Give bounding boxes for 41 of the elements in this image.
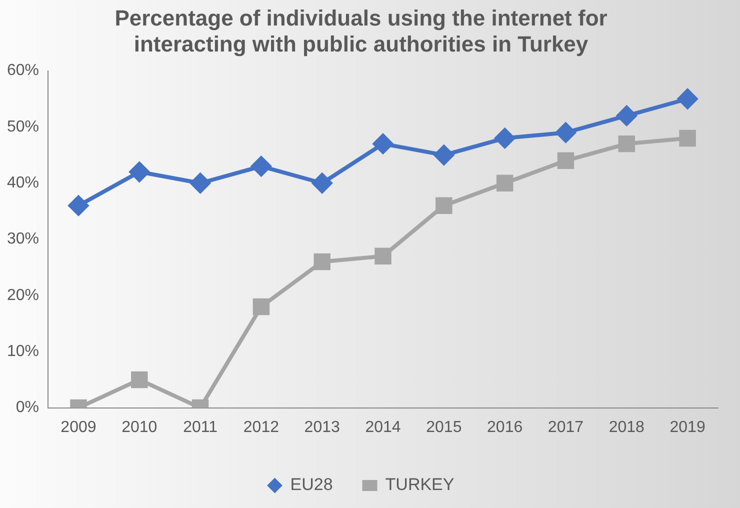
point xyxy=(679,130,696,147)
point xyxy=(618,135,636,152)
point xyxy=(129,162,150,182)
x-tick-label: 2016 xyxy=(487,418,523,436)
point xyxy=(494,128,515,148)
point xyxy=(252,298,270,316)
x-tick-label: 2010 xyxy=(122,418,158,436)
x-tick-label: 2012 xyxy=(243,418,280,436)
x-tick-label: 2011 xyxy=(183,418,218,436)
legend-label: TURKEY xyxy=(385,475,454,494)
y-tick-label: 40% xyxy=(6,174,40,192)
x-tick-label: 2019 xyxy=(670,418,706,436)
y-tick-label: 10% xyxy=(6,343,40,360)
point xyxy=(434,145,454,166)
point xyxy=(68,196,88,216)
x-tick-label: 2014 xyxy=(365,418,401,436)
point xyxy=(373,134,394,154)
point xyxy=(496,174,514,192)
point xyxy=(556,122,576,143)
y-tick-label: 30% xyxy=(6,230,40,248)
point xyxy=(314,253,330,270)
x-tick-label: 2018 xyxy=(608,418,645,436)
point xyxy=(678,88,698,109)
x-tick-label: 2013 xyxy=(304,418,340,436)
point xyxy=(131,371,148,388)
y-tick-label: 20% xyxy=(6,286,40,304)
point xyxy=(312,173,332,194)
point xyxy=(374,248,392,265)
y-tick-label: 60% xyxy=(6,62,40,80)
y-tick-label: 0% xyxy=(16,399,40,416)
point xyxy=(190,173,210,194)
point xyxy=(616,106,637,126)
x-tick-label: 2015 xyxy=(426,418,462,436)
point xyxy=(557,152,574,170)
x-tick-label: 2017 xyxy=(548,418,584,436)
x-tick-label: 2009 xyxy=(60,418,96,436)
legend-label: EU28 xyxy=(290,475,333,494)
chart-title: Percentage of individuals using the internet for interacting with public authorities in Turkey xyxy=(114,5,608,57)
y-tick-label: 50% xyxy=(6,118,40,136)
point xyxy=(251,156,272,176)
point xyxy=(436,197,452,214)
